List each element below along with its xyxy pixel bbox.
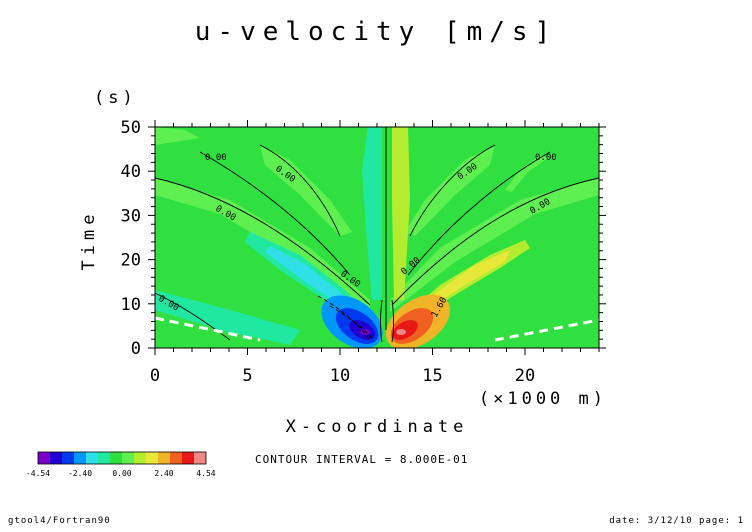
band-light-right-2 xyxy=(405,145,495,236)
x-tick-label: 10 xyxy=(330,366,350,386)
contour-lines xyxy=(155,127,599,343)
footer-right: date: 3/12/10 page: 1 xyxy=(609,516,744,526)
colorbar-tick-label: 2.40 xyxy=(154,469,173,478)
colorbar-frame xyxy=(37,451,207,465)
band-yellowgreen-right-vertical xyxy=(392,127,410,300)
colorbar-swatch xyxy=(170,452,183,464)
x-axis: 0 5 10 15 20 xyxy=(150,120,600,386)
colorbar-swatch xyxy=(62,452,75,464)
contour-interval-note: CONTOUR INTERVAL = 8.000E-01 xyxy=(255,453,468,466)
x-tick-label: 15 xyxy=(422,366,442,386)
chart-title: u-velocity [m/s] xyxy=(195,17,557,47)
y-tick-label: 50 xyxy=(121,118,141,138)
colorbar-tick-label: -4.54 xyxy=(26,469,50,478)
y-axis: 0 10 20 30 40 50 xyxy=(121,118,606,359)
contour-label: 0.00 xyxy=(205,153,227,163)
colorbar-swatch xyxy=(98,452,111,464)
y-axis-unit: (s) xyxy=(94,88,137,108)
band-light-right-3 xyxy=(505,155,548,192)
colorbar-swatch xyxy=(50,452,63,464)
band-cyan-left-diagonal-2 xyxy=(265,246,352,305)
colorbar-swatch xyxy=(146,452,159,464)
colorbar-swatch xyxy=(86,452,99,464)
band-cyan-left-vertical xyxy=(362,127,382,300)
colorbar-swatch xyxy=(158,452,171,464)
y-axis-label: Time xyxy=(79,210,99,271)
core-positive-max xyxy=(396,329,406,335)
colorbar-swatch xyxy=(74,452,87,464)
band-cyan-left-low xyxy=(155,290,300,345)
x-tick-label: 20 xyxy=(515,366,535,386)
x-axis-label: X-coordinate xyxy=(286,417,469,437)
colorbar-tick-label: 4.54 xyxy=(196,469,215,478)
colorbar-swatch xyxy=(194,452,207,464)
colorbar-swatch xyxy=(110,452,123,464)
x-axis-unit: (×1000 m) xyxy=(479,389,607,409)
colorbar-swatch xyxy=(122,452,135,464)
footer-left: gtool4/Fortran90 xyxy=(8,516,111,526)
y-tick-label: 10 xyxy=(121,295,141,315)
y-tick-label: 0 xyxy=(131,339,141,359)
band-yellow-right-diagonal xyxy=(420,250,510,306)
x-tick-label: 0 xyxy=(150,366,160,386)
colorbar-tick-label: -2.40 xyxy=(68,469,92,478)
band-light-left-1 xyxy=(155,178,370,312)
band-light-right-1 xyxy=(390,178,599,312)
y-tick-label: 20 xyxy=(121,251,141,271)
colorbar-tick-label: 0.00 xyxy=(112,469,131,478)
colorbar-swatch xyxy=(38,452,51,464)
y-tick-label: 40 xyxy=(121,162,141,182)
colorbar-swatch xyxy=(134,452,147,464)
contour-label: 0.00 xyxy=(535,153,557,163)
core-positive-inner xyxy=(392,320,418,340)
white-dash-lines xyxy=(155,316,599,342)
x-tick-label: 5 xyxy=(242,366,252,386)
y-tick-label: 30 xyxy=(121,206,141,226)
plot-area xyxy=(155,127,599,348)
core-negative-min xyxy=(360,329,370,335)
colorbar: -4.54 -2.40 0.00 2.40 4.54 xyxy=(26,451,216,478)
colorbar-swatch xyxy=(182,452,195,464)
region-light-green-left-top xyxy=(155,127,200,145)
